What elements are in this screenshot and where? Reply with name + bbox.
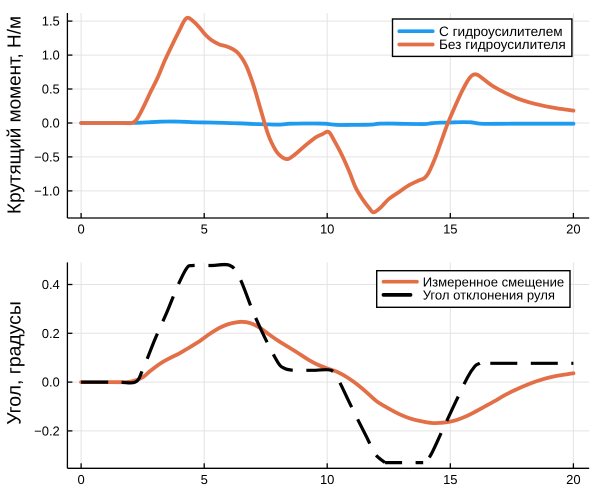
- svg-text:Измеренное смещение: Измеренное смещение: [423, 274, 565, 289]
- svg-text:5: 5: [201, 222, 208, 237]
- svg-text:15: 15: [443, 472, 457, 487]
- svg-text:Крутящий момент, Н/м: Крутящий момент, Н/м: [5, 16, 26, 214]
- svg-text:0.0: 0.0: [42, 116, 60, 131]
- svg-text:−0.5: −0.5: [34, 150, 60, 165]
- svg-text:1.0: 1.0: [42, 48, 60, 63]
- svg-text:0.5: 0.5: [42, 82, 60, 97]
- svg-text:Без гидроусилителя: Без гидроусилителя: [439, 37, 566, 52]
- svg-text:0.2: 0.2: [42, 326, 60, 341]
- svg-text:0: 0: [77, 222, 84, 237]
- svg-text:Угол отклонения руля: Угол отклонения руля: [423, 288, 555, 303]
- svg-text:−0.2: −0.2: [34, 424, 60, 439]
- svg-text:0.0: 0.0: [42, 375, 60, 390]
- svg-text:20: 20: [566, 222, 580, 237]
- svg-text:0.4: 0.4: [42, 277, 60, 292]
- svg-text:20: 20: [566, 472, 580, 487]
- svg-text:10: 10: [320, 222, 334, 237]
- svg-text:15: 15: [443, 222, 457, 237]
- svg-text:Угол, градусы: Угол, градусы: [4, 301, 26, 425]
- svg-text:5: 5: [201, 472, 208, 487]
- svg-text:0: 0: [77, 472, 84, 487]
- svg-text:1.5: 1.5: [42, 14, 60, 29]
- svg-text:10: 10: [320, 472, 334, 487]
- svg-text:−1.0: −1.0: [34, 184, 60, 199]
- svg-text:С гидроусилителем: С гидроусилителем: [439, 24, 563, 39]
